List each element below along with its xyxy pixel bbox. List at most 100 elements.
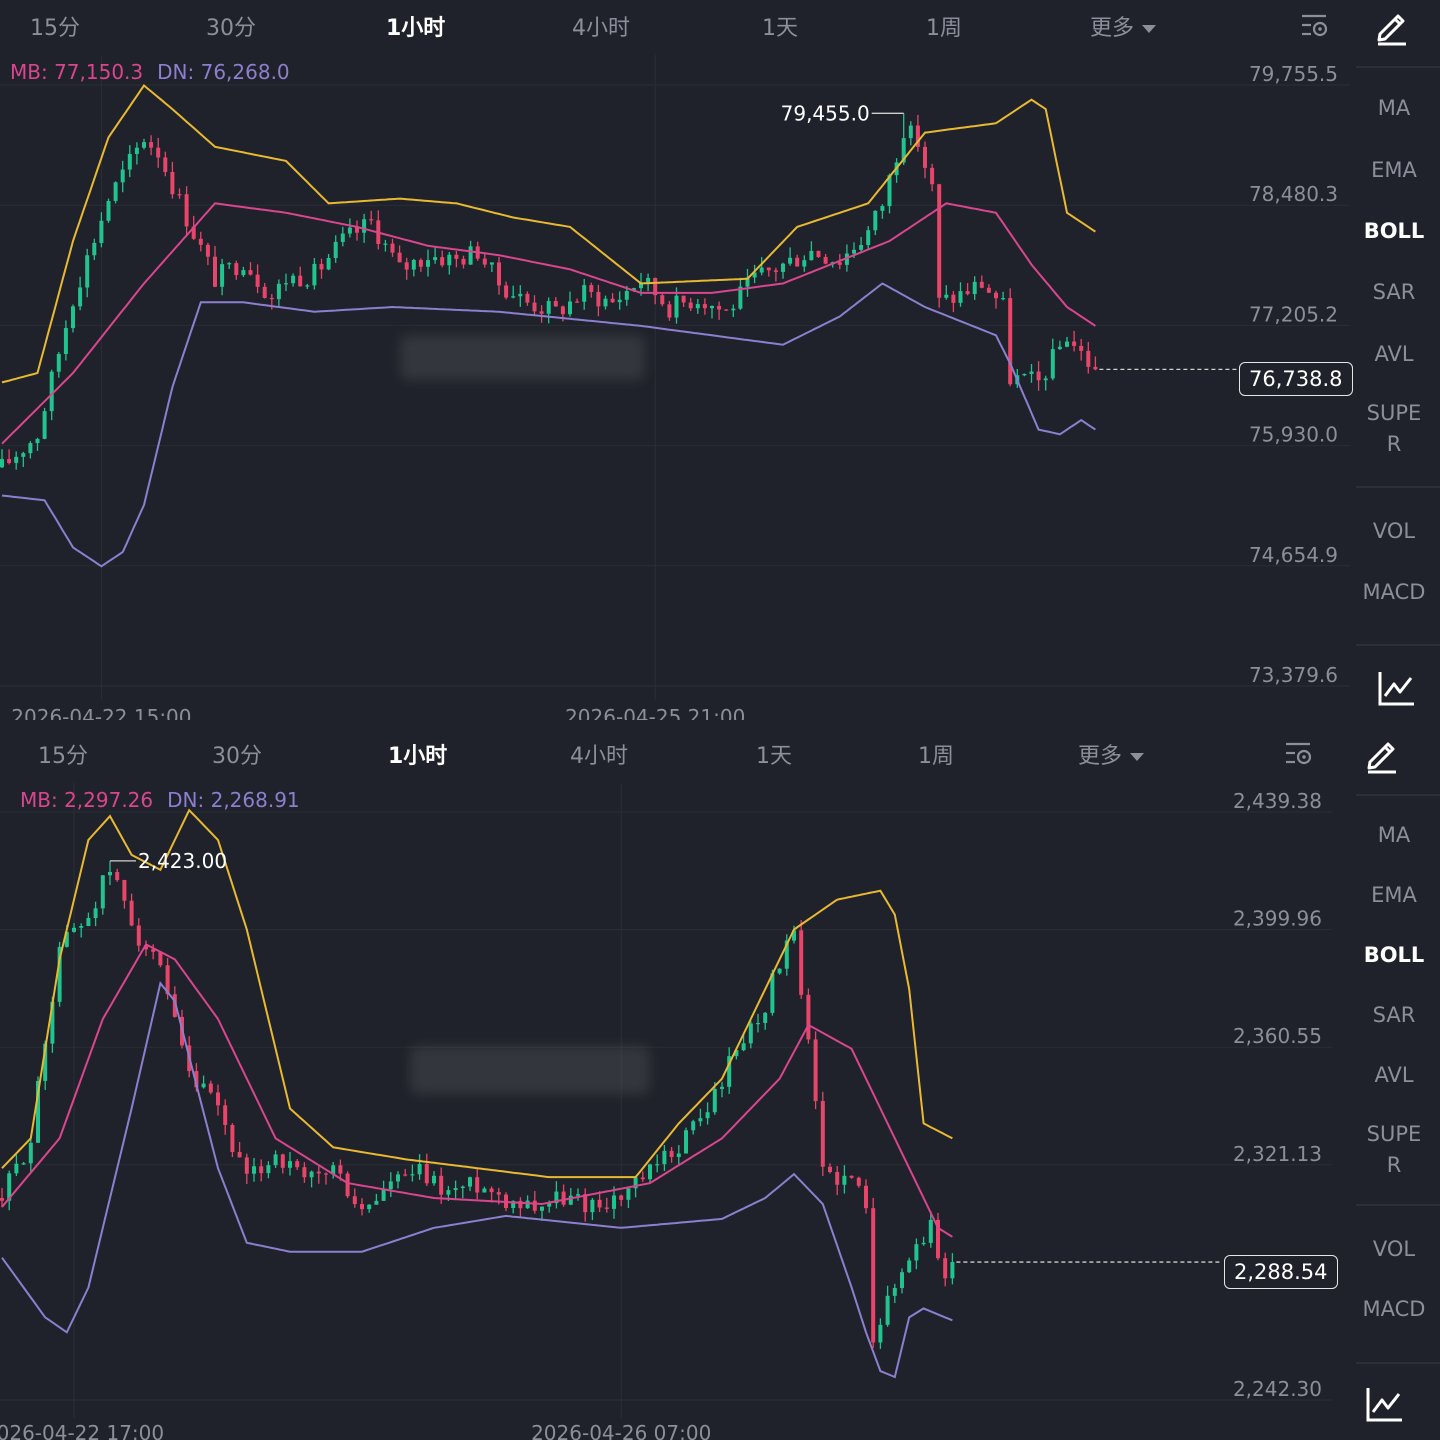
indicator-ema[interactable]: EMA [1371,883,1417,907]
indicator-boll[interactable]: BOLL [1363,943,1425,967]
tab-4h[interactable]: 4小时 [570,744,628,769]
y-tick-label: 79,755.5 [1249,62,1338,86]
pencil-icon[interactable] [1362,734,1402,774]
indicator-macd[interactable]: MACD [1362,1297,1426,1321]
tab-4h[interactable]: 4小时 [572,16,630,41]
indicator-ma[interactable]: MA [1377,96,1411,120]
indicator-super[interactable]: SUPE R [1366,1122,1422,1177]
candle-body [610,298,615,303]
candle-body [369,219,374,221]
candle-body [106,200,111,221]
candle-body [828,1166,832,1173]
indicator-macd[interactable]: MACD [1362,580,1426,604]
candle-body [589,285,594,292]
candle-body [396,1174,400,1182]
indicator-sar[interactable]: SAR [1372,280,1416,304]
candle-body [158,951,163,966]
tab-30m[interactable]: 30分 [206,16,256,41]
boll-middle-band [1,202,1096,445]
y-tick-label: 2,321.13 [1233,1142,1322,1166]
indicator-boll[interactable]: BOLL [1363,219,1425,243]
candle-body [333,241,338,259]
tab-1w[interactable]: 1周 [918,744,954,769]
candle-body [691,1121,696,1131]
candle-body [345,1173,350,1197]
tab-30m[interactable]: 30分 [212,744,262,769]
candle-body [85,255,90,288]
candle-body [388,1181,393,1190]
candle-body [950,1262,955,1279]
candle-body [184,194,189,227]
tab-more[interactable]: 更多 [1090,10,1157,42]
candle-body [525,293,530,303]
candle-body [741,1043,746,1051]
indicator-vol[interactable]: VOL [1372,1237,1416,1261]
indicator-super[interactable]: SUPE R [1366,401,1422,456]
indicator-ema[interactable]: EMA [1371,158,1417,182]
tab-1h[interactable]: 1小时 [388,744,448,769]
candle-body [86,918,91,927]
boll-upper-band [1,84,1096,384]
candle-body [432,1175,436,1184]
tab-more[interactable]: 更多 [1078,738,1145,770]
candle-body [266,1165,271,1174]
candle-body [859,244,864,250]
chart-settings-icon[interactable] [1300,12,1330,38]
candle-body [36,1080,40,1143]
candle-body [165,965,170,995]
candle-body [259,1166,264,1174]
candle-body [915,125,920,147]
candle-body [568,301,572,315]
candle-body [568,1195,573,1205]
tab-1d[interactable]: 1天 [762,16,798,41]
candlestick-chart[interactable]: 79,755.5 78,480.3 77,205.2 75,930.0 74,654.9… [0,0,1360,720]
candle-body [655,1164,660,1166]
candle-body [1001,298,1006,300]
candle-body [489,1188,494,1193]
candle-body [453,1188,458,1191]
boll-legend: MB: 77,150.3 DN: 76,268.0 [10,60,290,84]
candle-body [560,306,565,315]
candlestick-chart[interactable]: 2,439.38 2,399.96 2,360.55 2,321.13 2,242.30… [0,728,1360,1440]
candle-body [624,291,629,300]
tab-1h[interactable]: 1小时 [386,16,446,41]
candle-body [28,443,33,454]
tab-1w[interactable]: 1周 [926,16,962,41]
candle-body [338,1165,343,1174]
candle-body [324,1173,328,1175]
candle-body [540,1206,544,1211]
candle-body [57,946,62,1002]
candle-body [1022,373,1027,376]
tab-1d[interactable]: 1天 [756,744,792,769]
line-chart-icon[interactable] [1376,668,1416,708]
candle-body [802,260,807,267]
indicator-ma[interactable]: MA [1377,823,1411,847]
candle-body [237,1152,242,1158]
candle-body [482,1188,487,1193]
indicator-avl[interactable]: AVL [1374,342,1414,366]
candle-body [316,1171,321,1174]
candle-body [994,292,998,299]
candle-body [937,184,942,298]
candle-body [72,927,76,932]
indicator-avl[interactable]: AVL [1374,1063,1414,1087]
pencil-icon[interactable] [1372,6,1412,46]
candle-body [766,267,771,271]
candle-body [352,1196,357,1205]
candle-body [539,311,544,314]
indicator-vol[interactable]: VOL [1372,519,1416,543]
line-chart-icon[interactable] [1364,1384,1404,1424]
indicator-sar[interactable]: SAR [1372,1003,1416,1027]
candle-body [532,302,537,312]
candle-body [223,1105,228,1125]
chart-settings-icon[interactable] [1284,740,1314,766]
candle-body [532,1200,537,1211]
current-price-tag: 76,738.8 [1239,362,1353,396]
candle-body [674,295,679,318]
tab-15m[interactable]: 15分 [30,16,80,41]
tab-15m[interactable]: 15分 [38,744,88,769]
candle-body [792,930,796,941]
candle-body [220,264,225,287]
candle-body [208,1083,213,1093]
high-price-label: 2,423.00 [138,849,227,873]
